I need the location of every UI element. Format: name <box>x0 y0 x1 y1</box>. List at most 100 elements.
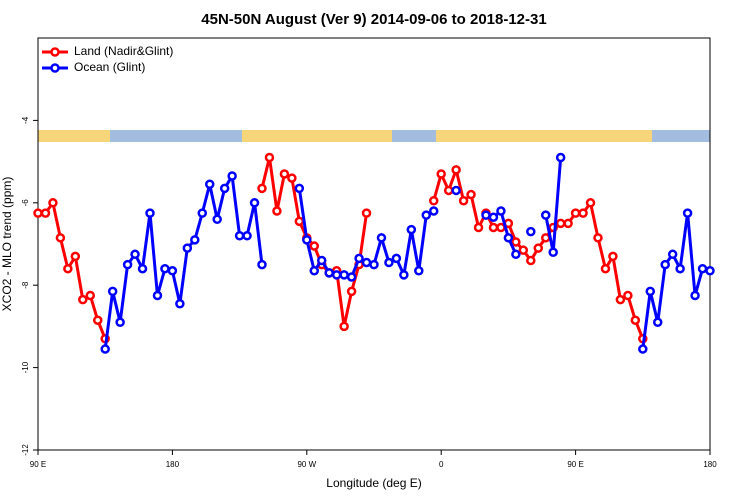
data-point <box>608 251 618 262</box>
data-point <box>55 233 66 243</box>
data-point <box>78 294 88 305</box>
data-point <box>272 206 282 216</box>
data-point <box>414 266 424 276</box>
data-point <box>346 286 357 297</box>
data-point <box>331 270 342 280</box>
data-point <box>511 237 521 247</box>
data-point <box>473 222 484 233</box>
data-point <box>130 249 140 260</box>
data-point <box>316 255 327 266</box>
data-point <box>421 210 432 220</box>
data-point <box>406 224 417 235</box>
data-point <box>361 208 372 218</box>
x-tick-label: 0 <box>439 460 444 469</box>
data-point <box>107 286 118 297</box>
x-tick-label: 90 E <box>30 460 46 469</box>
data-point <box>555 152 566 163</box>
data-point <box>458 195 469 206</box>
x-tick-label: 90 W <box>297 460 316 469</box>
data-point <box>182 243 193 253</box>
data-point <box>399 270 409 280</box>
data-point <box>496 206 506 216</box>
data-point <box>219 183 230 194</box>
data-point <box>48 198 58 208</box>
data-point <box>511 249 521 260</box>
data-point <box>369 259 379 270</box>
data-point <box>555 218 566 229</box>
data-point <box>488 212 499 222</box>
y-tick-label: -4 <box>21 116 30 124</box>
y-tick-label: -6 <box>21 199 30 207</box>
data-point <box>100 344 110 354</box>
data-point <box>70 251 81 262</box>
data-point <box>264 152 275 163</box>
data-point <box>212 214 222 225</box>
data-point <box>660 259 670 270</box>
data-point <box>548 247 558 257</box>
data-point <box>115 317 125 328</box>
data-point <box>294 216 305 227</box>
data-point <box>526 226 536 237</box>
data-point <box>391 253 402 264</box>
data-point <box>682 208 693 218</box>
data-point <box>593 233 603 243</box>
data-point <box>175 298 185 309</box>
data-point <box>234 231 245 241</box>
data-point <box>667 249 678 260</box>
data-point <box>488 222 499 233</box>
data-point <box>428 195 439 206</box>
data-point <box>227 171 237 181</box>
data-point <box>92 315 103 325</box>
data-point <box>339 270 349 280</box>
data-point <box>563 218 573 229</box>
y-axis-label: XCO2 - MLO trend (ppm) <box>0 177 14 312</box>
data-point <box>137 263 148 274</box>
data-point <box>287 173 297 183</box>
data-point <box>257 183 267 194</box>
data-point <box>652 317 663 328</box>
x-tick-label: 90 E <box>567 460 583 469</box>
data-point <box>600 263 611 274</box>
data-point <box>675 263 685 274</box>
series-line <box>103 157 711 350</box>
data-point <box>302 235 312 245</box>
data-point <box>443 185 454 196</box>
x-tick-label: 180 <box>166 460 180 469</box>
data-point <box>167 266 178 276</box>
plot-frame <box>37 37 711 451</box>
data-point <box>361 257 372 268</box>
data-point <box>122 259 133 270</box>
data-point <box>428 206 439 216</box>
data-point <box>436 169 446 179</box>
data-point <box>294 183 305 194</box>
data-point <box>257 259 267 270</box>
data-point <box>152 290 163 301</box>
y-tick-label: -12 <box>21 444 30 456</box>
data-point <box>339 321 349 332</box>
x-axis-label: Longitude (deg E) <box>326 476 421 490</box>
legend-marker <box>50 47 60 57</box>
data-point <box>533 243 544 253</box>
data-point <box>279 169 290 179</box>
data-point <box>85 290 96 301</box>
data-point <box>384 257 394 268</box>
data-point <box>697 263 708 274</box>
data-point <box>160 263 170 274</box>
data-point <box>63 263 73 274</box>
data-point <box>376 233 387 243</box>
data-point <box>346 272 357 282</box>
data-point <box>33 208 43 218</box>
data-point <box>615 294 626 305</box>
data-point <box>481 210 491 220</box>
data-point <box>540 210 551 220</box>
y-tick-label: -10 <box>21 361 30 373</box>
data-point <box>249 198 260 208</box>
data-point <box>705 266 715 276</box>
data-point <box>451 185 461 196</box>
legend-label: Ocean (Glint) <box>74 60 145 74</box>
data-point <box>40 208 51 218</box>
data-point <box>354 253 364 264</box>
data-point <box>540 233 551 243</box>
legend-marker <box>50 63 60 73</box>
